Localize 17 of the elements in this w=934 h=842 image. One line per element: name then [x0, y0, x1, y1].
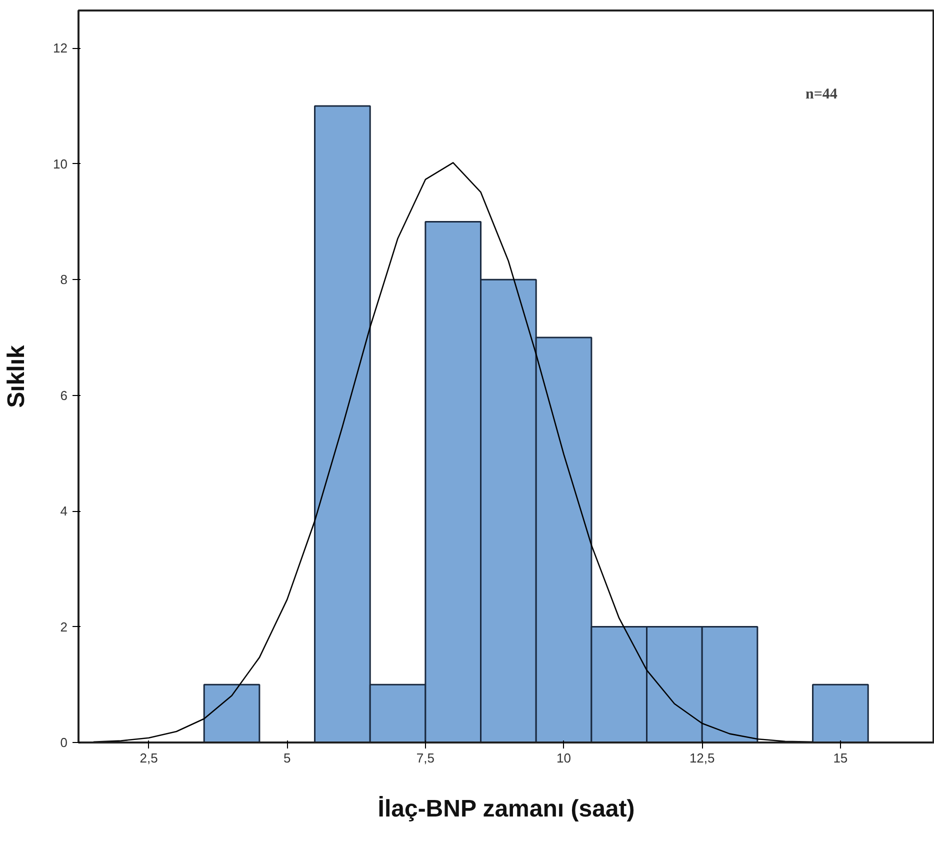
y-tick-label: 2 — [60, 619, 68, 634]
y-axis-title: Sıklık — [3, 344, 30, 408]
y-tick-label: 4 — [60, 504, 68, 519]
annotation: n=44 — [806, 86, 838, 102]
x-tick-label: 2,5 — [140, 750, 158, 766]
line-series — [92, 162, 814, 742]
x-tick-label: 15 — [833, 750, 848, 766]
y-tick-label: 0 — [60, 735, 68, 750]
x-tick-label: 5 — [283, 750, 291, 766]
x-tick-label: 7,5 — [416, 750, 434, 766]
y-tick-label: 12 — [53, 40, 68, 56]
x-axis-title: İlaç-BNP zamanı (saat) — [378, 796, 635, 822]
x-tick-label: 10 — [556, 750, 572, 766]
y-tick-label: 8 — [60, 272, 68, 288]
y-tick-label: 6 — [60, 388, 68, 403]
y-tick-label: 10 — [53, 156, 68, 172]
x-tick-label: 12,5 — [689, 750, 715, 766]
